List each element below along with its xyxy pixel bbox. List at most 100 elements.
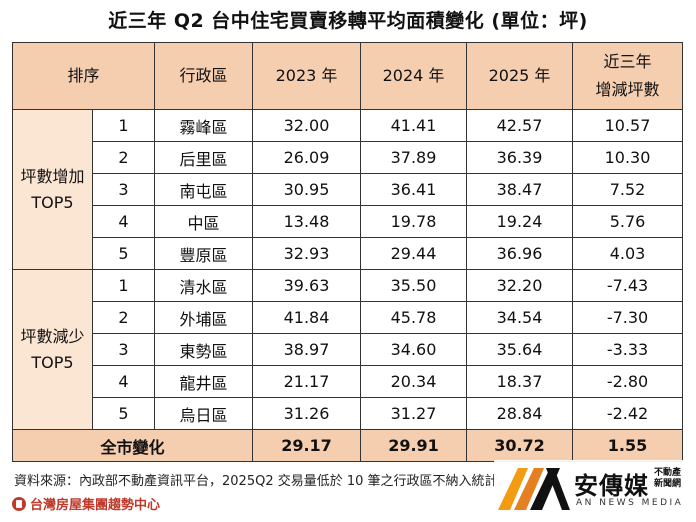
cell-change: -2.80: [572, 365, 684, 398]
table-row: 2 后里區 26.09 37.89 36.39 10.30: [13, 141, 684, 174]
table-row: 3 南屯區 30.95 36.41 38.47 7.52: [13, 173, 684, 206]
cell-2025: 18.37: [466, 365, 574, 398]
table-row: 坪數減少 TOP5 1 清水區 39.63 35.50 32.20 -7.43: [12, 269, 684, 430]
group-decrease-line2: TOP5: [31, 352, 74, 372]
cell-2024: 35.50: [360, 269, 468, 302]
table-row: 坪數增加 TOP5 1 霧峰區 32.00 41.41 42.57 10.57: [12, 109, 684, 270]
cell-2024: 41.41: [360, 109, 468, 142]
group-decrease-label: 坪數減少 TOP5: [12, 269, 93, 430]
table-row: 5 烏日區 31.26 31.27 28.84 -2.42: [13, 397, 684, 430]
group-increase-line1: 坪數增加: [20, 166, 85, 186]
cell-rank: 4: [91, 365, 156, 398]
cell-2023: 31.26: [252, 397, 362, 430]
cell-2025: 35.64: [466, 333, 574, 366]
cell-district: 東勢區: [154, 333, 254, 366]
cell-2024: 29.44: [360, 237, 468, 270]
header-2023: 2023 年: [252, 42, 362, 110]
header-2024: 2024 年: [360, 42, 468, 110]
table-row: 4 中區 13.48 19.78 19.24 5.76: [13, 205, 684, 238]
cell-rank: 1: [91, 109, 156, 142]
cell-2024: 31.27: [360, 397, 468, 430]
header-2025: 2025 年: [466, 42, 574, 110]
cell-district: 清水區: [154, 269, 254, 302]
cell-2023: 41.84: [252, 301, 362, 334]
cell-change: 5.76: [572, 205, 684, 238]
cell-rank: 4: [91, 205, 156, 238]
cell-2025: 36.96: [466, 237, 574, 270]
cell-2023: 38.97: [252, 333, 362, 366]
cell-change: -7.30: [572, 301, 684, 334]
cell-change: 10.57: [572, 109, 684, 142]
cell-2023: 13.48: [252, 205, 362, 238]
table-row: 3 東勢區 38.97 34.60 35.64 -3.33: [13, 333, 684, 366]
cell-change: 4.03: [572, 237, 684, 270]
cell-rank: 1: [91, 269, 156, 302]
total-change: 1.55: [572, 429, 684, 462]
brand-sub: 不動產新聞網: [654, 468, 682, 489]
brand-name: 安傳媒: [574, 472, 649, 500]
cell-2024: 34.60: [360, 333, 468, 366]
cell-district: 中區: [154, 205, 254, 238]
cell-district: 烏日區: [154, 397, 254, 430]
cell-2024: 36.41: [360, 173, 468, 206]
cell-rank: 3: [91, 173, 156, 206]
brand-en: AN NEWS MEDIA: [576, 498, 684, 508]
cell-rank: 2: [91, 141, 156, 174]
cell-district: 外埔區: [154, 301, 254, 334]
source-footnote: 資料來源：內政部不動產資訊平台，2025Q2 交易量低於 10 筆之行政區不納入…: [14, 474, 511, 489]
table-row: 2 外埔區 41.84 45.78 34.54 -7.30: [13, 301, 684, 334]
total-2024: 29.91: [360, 429, 468, 462]
cell-change: 7.52: [572, 173, 684, 206]
cell-2024: 20.34: [360, 365, 468, 398]
cell-district: 龍井區: [154, 365, 254, 398]
cell-change: -2.42: [572, 397, 684, 430]
header-rank: 排序: [11, 42, 156, 110]
cell-2025: 34.54: [466, 301, 574, 334]
brand-logo-icon: [498, 468, 570, 510]
header-row: 排序 行政區 2023 年 2024 年 2025 年 近三年 增減坪數: [11, 42, 684, 110]
group-decrease-line1: 坪數減少: [20, 326, 85, 346]
cell-2023: 30.95: [252, 173, 362, 206]
cell-2023: 39.63: [252, 269, 362, 302]
cell-2025: 36.39: [466, 141, 574, 174]
area-change-table: 排序 行政區 2023 年 2024 年 2025 年 近三年 增減坪數 坪數增…: [11, 42, 684, 462]
cell-rank: 5: [91, 237, 156, 270]
cell-2025: 28.84: [466, 397, 574, 430]
group-increase-line2: TOP5: [31, 192, 74, 212]
cell-district: 豐原區: [154, 237, 254, 270]
cell-2023: 32.00: [252, 109, 362, 142]
cell-district: 南屯區: [154, 173, 254, 206]
header-change-line2: 增減坪數: [595, 80, 660, 99]
cell-2023: 32.93: [252, 237, 362, 270]
cell-change: -7.43: [572, 269, 684, 302]
header-district: 行政區: [154, 42, 254, 110]
cell-change: -3.33: [572, 333, 684, 366]
cell-2025: 42.57: [466, 109, 574, 142]
header-change: 近三年 增減坪數: [572, 42, 684, 110]
cell-2025: 19.24: [466, 205, 574, 238]
cell-district: 霧峰區: [154, 109, 254, 142]
table-title: 近三年 Q2 台中住宅買賣移轉平均面積變化 (單位：坪): [108, 10, 588, 32]
cell-2024: 19.78: [360, 205, 468, 238]
table-row: 5 豐原區 32.93 29.44 36.96 4.03: [13, 237, 684, 270]
total-2023: 29.17: [252, 429, 362, 462]
cell-rank: 3: [91, 333, 156, 366]
cell-change: 10.30: [572, 141, 684, 174]
cell-2024: 37.89: [360, 141, 468, 174]
total-label: 全市變化: [11, 429, 254, 462]
brand-watermark: 安傳媒 不動產新聞網 AN NEWS MEDIA: [494, 460, 690, 516]
table-row: 4 龍井區 21.17 20.34 18.37 -2.80: [13, 365, 684, 398]
cell-2025: 32.20: [466, 269, 574, 302]
group-increase-label: 坪數增加 TOP5: [12, 109, 93, 270]
cell-2023: 26.09: [252, 141, 362, 174]
cell-2025: 38.47: [466, 173, 574, 206]
source-logo: 台灣房屋集團趨勢中心: [12, 494, 160, 513]
total-row: 全市變化 29.17 29.91 30.72 1.55: [11, 429, 684, 462]
header-change-line1: 近三年: [603, 52, 652, 71]
cell-2024: 45.78: [360, 301, 468, 334]
house-logo-icon: [12, 496, 26, 511]
cell-rank: 2: [91, 301, 156, 334]
cell-2023: 21.17: [252, 365, 362, 398]
source-logo-text: 台灣房屋集團趨勢中心: [30, 498, 161, 513]
cell-rank: 5: [91, 397, 156, 430]
